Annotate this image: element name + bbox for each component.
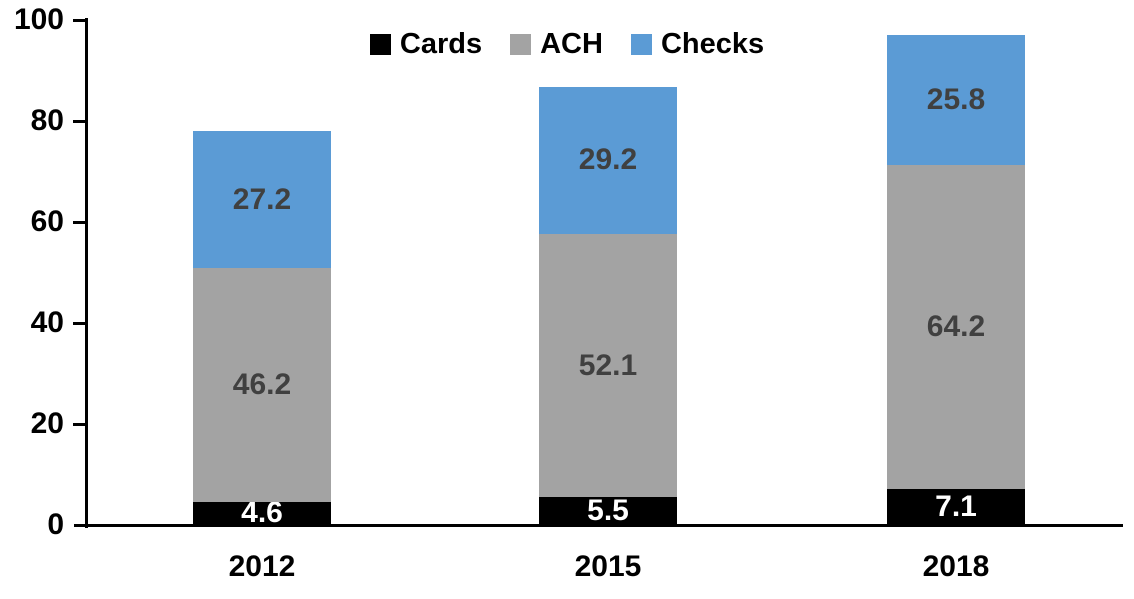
y-tick-label: 20 bbox=[30, 407, 64, 440]
legend-label: ACH bbox=[540, 28, 603, 60]
legend-item-checks: Checks bbox=[630, 28, 765, 60]
y-tick-label: 40 bbox=[30, 306, 64, 339]
x-category-label-2012: 2012 bbox=[228, 550, 296, 583]
bar-segment-ach-2018: 64.2 bbox=[887, 164, 1025, 490]
segment-value-label: 29.2 bbox=[578, 143, 638, 177]
segment-value-label: 25.8 bbox=[926, 82, 986, 116]
y-tick-label: 0 bbox=[47, 508, 64, 541]
legend-item-cards: Cards bbox=[369, 28, 483, 60]
bar-segment-cards-2012: 4.6 bbox=[193, 498, 331, 528]
segment-value-label: 27.2 bbox=[232, 182, 292, 216]
x-category-label-2015: 2015 bbox=[574, 550, 642, 583]
y-tick-label: 80 bbox=[30, 104, 64, 137]
legend-item-ach: ACH bbox=[510, 30, 603, 59]
bar-segment-checks-2015: 29.2 bbox=[539, 86, 677, 235]
y-axis-tick bbox=[73, 19, 85, 22]
y-tick-label: 60 bbox=[30, 205, 64, 238]
bar-segment-ach-2012: 46.2 bbox=[193, 268, 331, 502]
segment-value-label: 5.5 bbox=[587, 494, 629, 528]
bar-segment-checks-2018: 25.8 bbox=[887, 34, 1025, 165]
legend-label: Checks bbox=[660, 28, 765, 60]
y-axis-line bbox=[85, 18, 88, 528]
bar-segment-checks-2012: 27.2 bbox=[193, 131, 331, 269]
legend-swatch-icon bbox=[369, 34, 391, 55]
y-tick-label: 100 bbox=[13, 3, 64, 36]
bar-segment-cards-2015: 5.5 bbox=[539, 494, 677, 528]
y-axis-tick bbox=[73, 221, 85, 224]
segment-value-label: 7.1 bbox=[935, 490, 977, 524]
legend-label: Cards bbox=[399, 28, 483, 60]
bar-segment-cards-2018: 7.1 bbox=[887, 489, 1025, 525]
y-axis-tick bbox=[73, 120, 85, 123]
x-category-label-2018: 2018 bbox=[922, 550, 990, 583]
x-axis-line bbox=[74, 524, 1123, 527]
y-axis-tick bbox=[73, 322, 85, 325]
y-axis-tick bbox=[73, 423, 85, 426]
segment-value-label: 64.2 bbox=[926, 310, 986, 344]
segment-value-label: 4.6 bbox=[241, 496, 283, 530]
legend-swatch-icon bbox=[510, 34, 532, 55]
legend-swatch-icon bbox=[630, 34, 652, 55]
segment-value-label: 52.1 bbox=[578, 348, 638, 382]
bar-segment-ach-2015: 52.1 bbox=[539, 234, 677, 498]
segment-value-label: 46.2 bbox=[232, 368, 292, 402]
